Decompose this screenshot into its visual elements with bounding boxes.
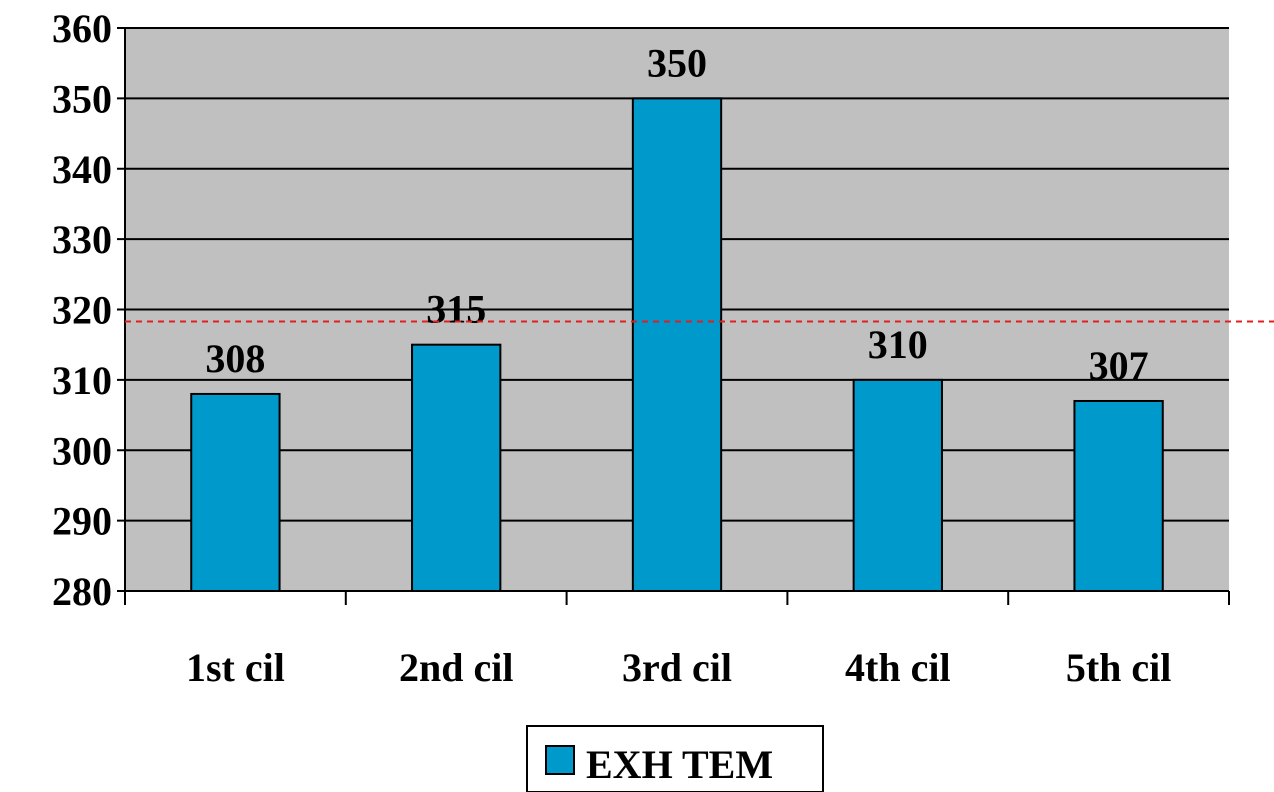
data-label: 308 (205, 336, 265, 381)
bar (1073, 399, 1164, 592)
category-label: 1st cil (186, 645, 285, 690)
legend-box (526, 725, 824, 792)
data-label: 350 (647, 40, 707, 85)
bar (411, 343, 502, 592)
bars (190, 97, 1164, 593)
category-labels: 1st cil 2nd cil 3rd cil 4th cil 5th cil (186, 645, 1171, 690)
data-label: 315 (426, 287, 486, 332)
legend: EXH TEM (526, 725, 824, 792)
category-label: 5th cil (1066, 645, 1172, 690)
bar (852, 378, 943, 592)
bar (631, 97, 723, 592)
bar (190, 392, 281, 593)
y-tick-label: 290 (52, 499, 112, 544)
y-tick-label: 310 (52, 358, 112, 403)
y-tick-label: 300 (52, 428, 112, 473)
y-tick-label: 340 (52, 147, 112, 192)
data-label: 310 (868, 322, 928, 367)
y-tick-label: 350 (52, 76, 112, 121)
y-tick-label: 320 (52, 288, 112, 333)
data-label: 307 (1089, 343, 1149, 388)
category-label: 3rd cil (622, 645, 732, 690)
axes (124, 28, 1229, 592)
legend-label: EXH TEM (586, 742, 773, 787)
legend-swatch (545, 745, 575, 775)
category-label: 4th cil (845, 645, 951, 690)
data-labels: 308 315 350 310 307 (205, 40, 1148, 388)
y-tick-label: 360 (52, 6, 112, 51)
category-label: 2nd cil (399, 645, 513, 690)
y-tick-labels: 280 290 300 310 320 330 340 350 360 (52, 6, 112, 614)
x-tick-marks (124, 591, 1230, 605)
y-tick-label: 330 (52, 217, 112, 262)
y-tick-label: 280 (52, 569, 112, 614)
